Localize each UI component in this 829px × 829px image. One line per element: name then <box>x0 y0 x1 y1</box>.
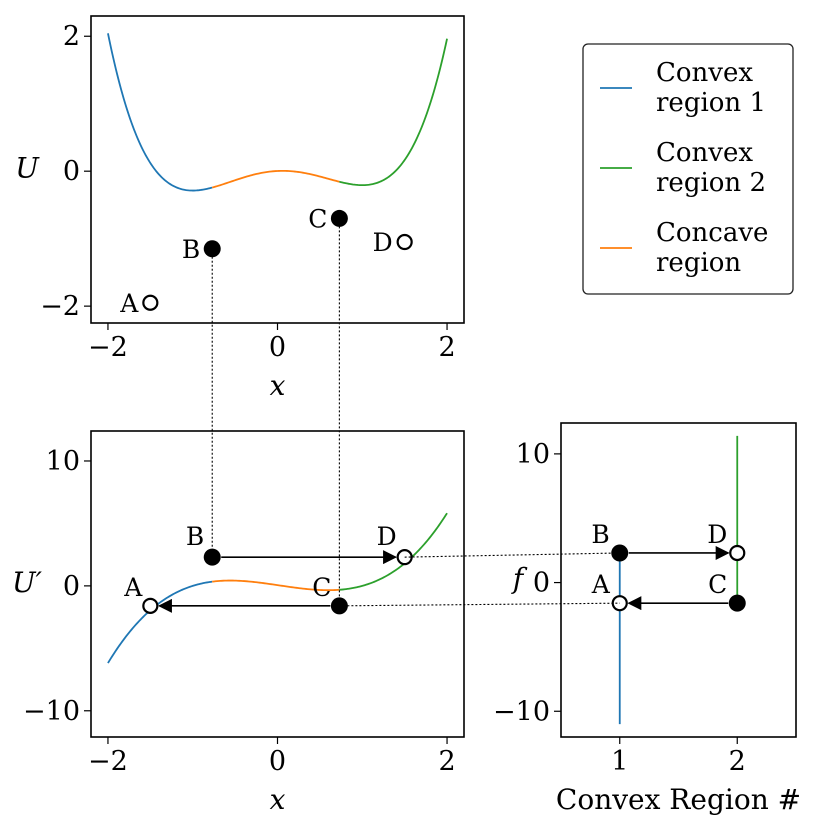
series-line <box>211 169 340 189</box>
y-tick-label: 0 <box>533 568 550 599</box>
connector-c-a <box>339 602 620 607</box>
x-axis-label: x <box>270 783 286 816</box>
legend-label: region 2 <box>656 168 766 198</box>
x-axis-label: Convex Region # <box>556 783 801 816</box>
point-label: A <box>591 570 611 599</box>
x-tick-label: 2 <box>438 746 455 777</box>
point-label: B <box>182 235 200 264</box>
y-axis-label: f <box>511 562 528 595</box>
point-label: C <box>708 570 727 599</box>
x-tick-label: 2 <box>729 746 746 777</box>
axes-frame <box>90 15 465 324</box>
y-tick-label: 10 <box>46 446 80 477</box>
derivative-plot: −2 0 2 −10 0 10 x U′ A B C D <box>12 430 465 816</box>
legend-box <box>582 43 794 295</box>
legend-label: Convex <box>656 58 753 88</box>
series-line <box>339 38 448 187</box>
y-axis-label: U′ <box>12 566 43 599</box>
point-label: D <box>377 522 397 551</box>
legend-label: region <box>656 248 741 278</box>
point-marker-open <box>142 294 159 311</box>
x-tick-label: 2 <box>438 332 455 363</box>
x-tick-label: 0 <box>269 332 286 363</box>
axes-frame <box>560 422 797 738</box>
series-line <box>339 512 448 591</box>
x-axis-label: x <box>270 369 286 402</box>
point-marker-filled <box>611 544 629 562</box>
y-tick-label: −2 <box>40 291 80 322</box>
y-tick-label: −10 <box>493 696 550 727</box>
point-label: D <box>707 520 727 549</box>
connector-lines <box>211 218 620 607</box>
series-line <box>107 33 213 192</box>
y-tick-label: −10 <box>23 696 80 727</box>
point-marker-filled <box>203 548 221 566</box>
x-tick-label: 0 <box>269 746 286 777</box>
point-label: A <box>123 573 143 602</box>
point-marker-open <box>729 544 746 562</box>
force-by-region-plot: 1 2 −10 0 10 Convex Region # f AB CD <box>493 422 801 816</box>
point-marker-open <box>142 597 159 614</box>
point-label: D <box>373 228 393 257</box>
point-label: A <box>119 289 139 318</box>
y-axis-label: U <box>15 152 40 185</box>
point-marker-filled <box>728 594 746 612</box>
connector-d-b <box>404 552 620 558</box>
point-label: C <box>308 204 327 233</box>
point-label: B <box>591 520 609 549</box>
x-tick-label: −2 <box>88 332 128 363</box>
potential-plot: −2 0 2 −2 0 2 x U A B C D <box>15 15 465 402</box>
point-label: C <box>312 573 331 602</box>
x-tick-label: 1 <box>611 746 628 777</box>
legend-label: region 1 <box>656 88 766 118</box>
point-label: B <box>186 522 204 551</box>
legend-label: Convex <box>656 138 753 168</box>
axes-frame <box>90 430 465 738</box>
point-marker-open <box>396 233 413 251</box>
series-line <box>212 579 340 592</box>
y-tick-label: 10 <box>516 439 550 470</box>
x-tick-label: −2 <box>88 746 128 777</box>
y-tick-label: 0 <box>63 156 80 187</box>
legend-label: Concave <box>656 218 768 248</box>
y-tick-label: 0 <box>63 571 80 602</box>
y-tick-label: 2 <box>63 21 80 52</box>
